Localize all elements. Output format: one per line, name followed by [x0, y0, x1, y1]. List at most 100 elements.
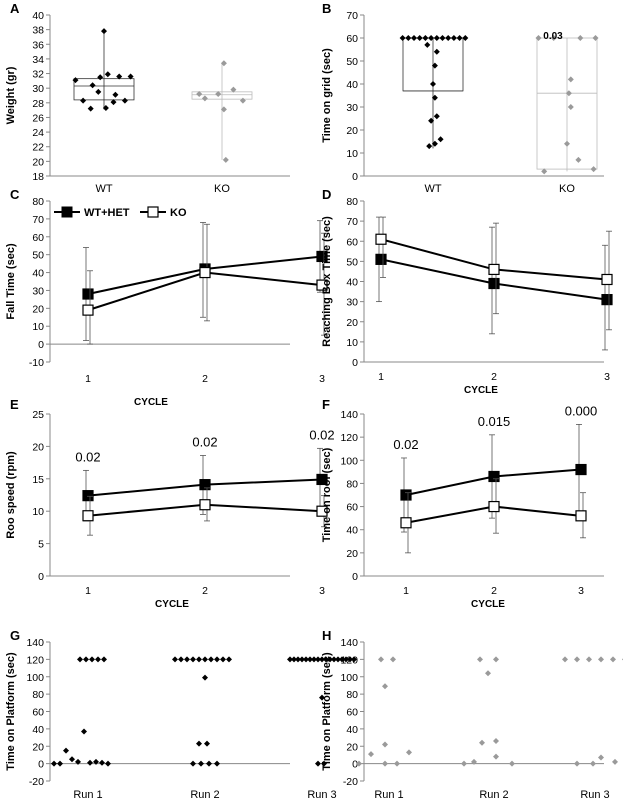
legend-label: WT+HET	[84, 207, 130, 219]
data-point	[95, 88, 102, 95]
data-point	[206, 760, 212, 767]
data-point	[541, 168, 548, 175]
y-tick-label: 15	[32, 474, 44, 486]
data-point	[339, 656, 345, 663]
x-tick-label: 2	[202, 585, 208, 597]
data-point	[323, 656, 329, 663]
data-point	[394, 760, 400, 767]
data-point	[319, 656, 325, 663]
data-point	[321, 760, 327, 767]
data-point	[291, 656, 297, 663]
data-point	[598, 754, 604, 761]
data-point	[101, 28, 107, 35]
data-point	[375, 253, 387, 265]
y-tick-label: 60	[346, 707, 358, 719]
y-tick-label: 28	[32, 98, 44, 110]
data-point	[428, 35, 435, 41]
data-point	[81, 728, 87, 735]
data-point	[574, 656, 580, 663]
y-tick-label: 140	[340, 637, 358, 649]
data-point	[422, 35, 429, 41]
data-point	[295, 656, 301, 663]
p-value-annotation: 0.015	[478, 414, 511, 429]
data-point	[202, 656, 208, 663]
series-wt-het	[400, 424, 587, 533]
data-point	[612, 758, 618, 765]
y-tick-label: -20	[343, 776, 358, 788]
data-point	[190, 760, 196, 767]
x-tick-label: 1	[85, 585, 91, 597]
y-tick-label: 22	[32, 142, 44, 154]
x-tick-label: Run 3	[580, 789, 609, 800]
data-point	[51, 760, 57, 767]
y-tick-label: 80	[346, 196, 358, 208]
y-axis-title: Fall Time (sec)	[5, 243, 17, 320]
x-tick-label: Run 2	[479, 789, 508, 800]
data-point	[226, 656, 232, 663]
y-tick-label: 30	[346, 102, 358, 114]
y-tick-label: 36	[32, 39, 44, 51]
data-point	[204, 740, 210, 747]
data-point	[178, 656, 184, 663]
x-tick-label: Run 1	[73, 789, 102, 800]
data-point	[598, 656, 604, 663]
data-point	[390, 656, 396, 663]
x-tick-label: 3	[319, 373, 325, 385]
data-point	[220, 106, 227, 113]
data-point	[307, 656, 313, 663]
y-tick-label: 0	[352, 171, 358, 183]
x-tick-label: 1	[85, 373, 91, 385]
data-point	[509, 760, 515, 767]
data-point	[93, 758, 99, 765]
panel-letter-C: C	[10, 187, 20, 202]
data-point	[456, 35, 463, 41]
data-point	[89, 656, 95, 663]
y-tick-label: 10	[32, 321, 44, 333]
x-tick-label: 2	[202, 373, 208, 385]
data-point	[184, 656, 190, 663]
data-point	[57, 760, 63, 767]
legend-label: KO	[170, 207, 187, 219]
y-tick-label: 60	[346, 502, 358, 514]
data-point	[220, 656, 226, 663]
y-tick-label: 10	[32, 506, 44, 518]
x-tick-label: Run 3	[307, 789, 336, 800]
series-ko	[82, 487, 328, 536]
run-group-2	[461, 656, 515, 767]
y-tick-label: 80	[32, 196, 44, 208]
data-point	[83, 656, 89, 663]
data-point	[450, 35, 457, 41]
data-point	[82, 490, 94, 502]
data-point	[382, 683, 388, 690]
data-point	[445, 35, 452, 41]
panel-letter-D: D	[322, 187, 331, 202]
data-point	[431, 94, 438, 101]
x-tick-label: 3	[604, 371, 610, 383]
data-point	[567, 76, 574, 83]
y-tick-label: 60	[346, 33, 358, 45]
y-tick-label: 26	[32, 112, 44, 124]
y-tick-label: 0	[38, 759, 44, 771]
y-tick-label: 60	[32, 232, 44, 244]
y-tick-label: 50	[346, 256, 358, 268]
data-point	[575, 463, 587, 476]
data-point	[104, 71, 111, 78]
run-group-1	[356, 656, 412, 767]
x-axis-title: CYCLE	[464, 385, 498, 396]
data-point	[562, 656, 568, 663]
data-point	[198, 760, 204, 767]
y-tick-label: 20	[32, 441, 44, 453]
data-point	[437, 136, 444, 143]
data-point	[208, 656, 214, 663]
x-tick-label: WT	[95, 183, 112, 195]
run-group-2	[172, 656, 232, 767]
data-point	[590, 166, 597, 173]
y-axis-title: Roo speed (rpm)	[5, 451, 17, 539]
data-point	[190, 656, 196, 663]
data-point	[87, 759, 93, 766]
series-ko	[82, 223, 328, 345]
y-axis-title: Time on Platform (sec)	[321, 652, 333, 771]
series-ko	[400, 478, 587, 554]
data-point	[287, 656, 293, 663]
data-point	[601, 273, 613, 286]
